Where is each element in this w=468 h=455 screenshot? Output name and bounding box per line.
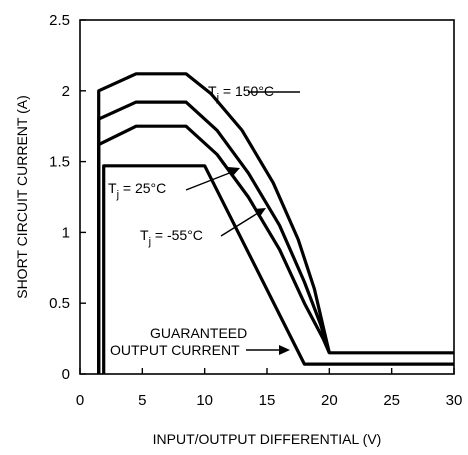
annotation-guaranteed-arrowhead — [279, 345, 290, 355]
y-tick-label: 0 — [62, 366, 70, 383]
annotation-150c-label: Tj = 150°C — [208, 83, 274, 104]
annotations: Tj = 150°C Tj = 25°C Tj = -55°C GUARANTE… — [108, 83, 300, 358]
x-tick-label: 30 — [446, 392, 463, 409]
y-tick-label: 0.5 — [49, 295, 70, 312]
annotation-25c-leader — [185, 171, 233, 191]
axis-ticks: 0 5 10 15 20 25 30 0 0.5 1 1.5 2 2.5 — [49, 12, 462, 409]
y-axis-title: SHORT CIRCUIT CURRENT (A) — [14, 95, 30, 299]
x-tick-label: 5 — [138, 392, 146, 409]
x-tick-label: 25 — [383, 392, 400, 409]
x-tick-label: 15 — [259, 392, 276, 409]
y-tick-label: 2 — [62, 83, 70, 100]
series-line-tj-25-c — [97, 100, 331, 374]
annotation-25c-arrowhead — [228, 167, 240, 177]
annotation-neg55c-leader — [220, 212, 259, 237]
annotation-guaranteed-line1: GUARANTEED — [150, 325, 247, 341]
x-axis-title: INPUT/OUTPUT DIFFERENTIAL (V) — [153, 431, 382, 447]
annotation-neg55c-label: Tj = -55°C — [140, 227, 203, 248]
x-tick-label: 10 — [196, 392, 213, 409]
data-curves — [97, 72, 454, 374]
y-tick-label: 1 — [62, 224, 70, 241]
y-tick-label: 2.5 — [49, 12, 70, 29]
annotation-guaranteed-line2: OUTPUT CURRENT — [110, 342, 240, 358]
x-tick-label: 20 — [321, 392, 338, 409]
annotation-25c-label: Tj = 25°C — [108, 180, 166, 201]
y-tick-label: 1.5 — [49, 154, 70, 171]
series-line-guaranteed-output-current — [102, 164, 454, 374]
annotation-neg55c-arrowhead — [254, 208, 266, 218]
x-tick-label: 0 — [76, 392, 84, 409]
